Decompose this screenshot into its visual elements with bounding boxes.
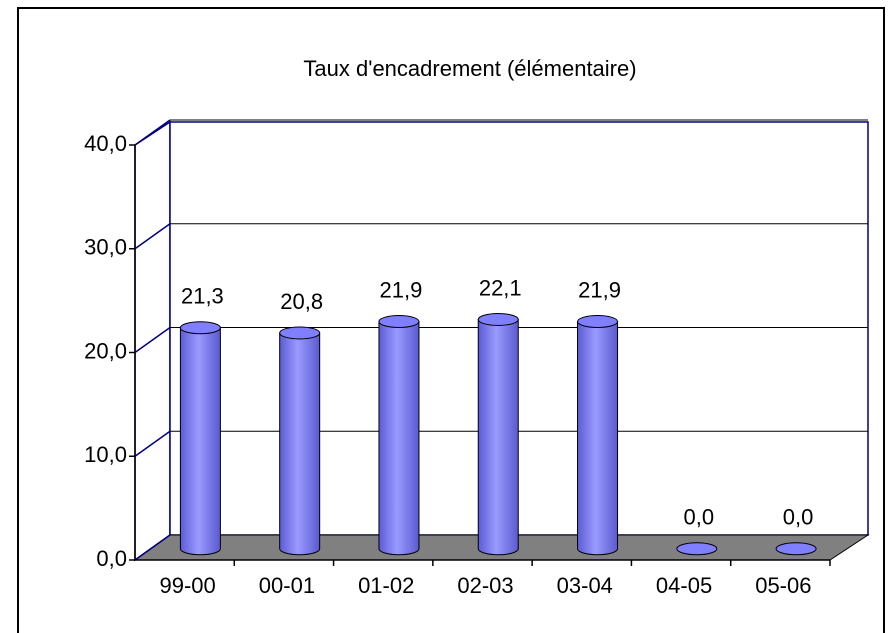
depth-tick [134, 223, 171, 250]
value-label: 21,9 [380, 277, 423, 302]
bar [378, 315, 420, 556]
value-label: 0,0 [684, 505, 715, 530]
value-label: 20,8 [280, 289, 323, 314]
bar-top [775, 542, 817, 556]
bar-top [477, 312, 519, 326]
bar [577, 315, 619, 556]
chart-title: Taux d'encadrement (élémentaire) [303, 56, 636, 81]
y-tick-label: 30,0 [84, 235, 127, 260]
bar [279, 326, 321, 556]
depth-tick [134, 534, 171, 561]
bar [477, 312, 519, 556]
y-tick-label: 0,0 [96, 546, 127, 571]
side-wall [134, 120, 171, 562]
x-tick-label: 00-01 [259, 573, 315, 598]
bar-body [577, 321, 619, 556]
bar-top [279, 326, 321, 340]
x-tick-label: 04-05 [656, 573, 712, 598]
value-label: 22,1 [479, 275, 522, 300]
back-wall [169, 121, 869, 536]
bar-body [477, 318, 519, 556]
x-tick-label: 99-00 [160, 573, 216, 598]
y-tick-label: 40,0 [84, 131, 127, 156]
x-tick-label: 01-02 [358, 573, 414, 598]
bar-top [378, 315, 420, 329]
bar-top [577, 315, 619, 329]
x-tick-label: 02-03 [457, 573, 513, 598]
x-tick-label: 03-04 [557, 573, 613, 598]
bars [179, 312, 817, 556]
depth-tick [134, 326, 171, 354]
depth-tick [134, 430, 171, 457]
value-label: 21,3 [181, 284, 224, 309]
bar [676, 542, 718, 556]
bar [179, 321, 221, 556]
bar-top [676, 542, 718, 556]
value-label: 21,9 [578, 277, 621, 302]
y-tick-label: 20,0 [84, 338, 127, 363]
bar-body [279, 332, 321, 556]
bar-top [179, 321, 221, 335]
bar-body [378, 321, 420, 556]
x-tick-label: 05-06 [755, 573, 811, 598]
bar [775, 542, 817, 556]
value-label: 0,0 [783, 505, 814, 530]
bar-body [179, 327, 221, 556]
y-tick-label: 10,0 [84, 442, 127, 467]
depth-tick [134, 119, 171, 146]
